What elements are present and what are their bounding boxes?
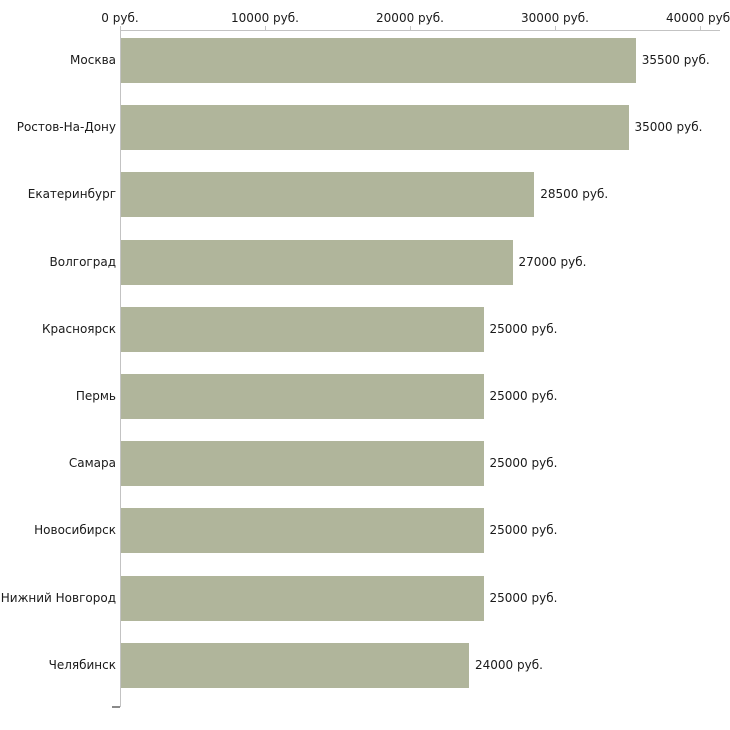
x-tick-mark xyxy=(265,26,266,30)
category-label: Новосибирск xyxy=(34,523,116,538)
x-tick-label: 20000 руб. xyxy=(376,11,444,25)
category-label: Нижний Новгород xyxy=(0,590,116,605)
x-tick-mark xyxy=(120,26,121,30)
value-label: 25000 руб. xyxy=(489,523,558,538)
category-label: Челябинск xyxy=(48,657,116,672)
value-label: 27000 руб. xyxy=(518,254,587,269)
category-label: Москва xyxy=(70,53,116,67)
bar-row: Красноярск 25000 руб. xyxy=(0,306,730,352)
y-axis-line xyxy=(120,30,121,707)
bar-row: Новосибирск 25000 руб. xyxy=(0,508,730,554)
bar-row: Екатеринбург 28500 руб. xyxy=(0,172,730,218)
x-tick-mark xyxy=(555,26,556,30)
x-tick-label: 0 руб. xyxy=(101,11,139,25)
bar xyxy=(121,575,484,621)
bar xyxy=(121,441,484,487)
bar xyxy=(121,374,484,419)
bar-row: Самара 25000 руб. xyxy=(0,441,730,487)
x-tick-label: 10000 руб. xyxy=(231,11,299,25)
value-label: 25000 руб. xyxy=(489,321,558,336)
bar-row: Москва 35500 руб. xyxy=(0,38,730,83)
x-tick-mark xyxy=(700,26,701,30)
value-label: 35000 руб. xyxy=(634,120,703,135)
bar xyxy=(121,105,629,151)
bar xyxy=(121,172,535,218)
category-label: Красноярск xyxy=(42,321,116,336)
bar xyxy=(121,642,469,688)
bar-row: Волгоград 27000 руб. xyxy=(0,239,730,285)
value-label: 24000 руб. xyxy=(475,657,543,672)
value-label: 28500 руб. xyxy=(540,187,609,202)
bar-row: Пермь 25000 руб. xyxy=(0,374,730,419)
x-axis-line xyxy=(120,30,720,31)
x-tick-label: 30000 руб. xyxy=(521,11,589,25)
x-tick-label: 40000 руб. xyxy=(666,11,730,25)
value-label: 25000 руб. xyxy=(489,389,558,403)
bar xyxy=(121,239,513,285)
category-label: Пермь xyxy=(75,389,116,403)
bar-row: Челябинск 24000 руб. xyxy=(0,642,730,688)
x-tick-mark xyxy=(410,26,411,30)
value-label: 25000 руб. xyxy=(489,456,558,471)
category-label: Екатеринбург xyxy=(27,187,116,202)
bar-row: Нижний Новгород 25000 руб. xyxy=(0,575,730,621)
value-label: 25000 руб. xyxy=(489,590,558,605)
category-label: Волгоград xyxy=(49,254,116,269)
bar xyxy=(121,508,484,554)
y-axis-end-tick xyxy=(112,706,120,708)
bar xyxy=(121,38,636,83)
value-label: 35500 руб. xyxy=(641,53,710,67)
category-label: Самара xyxy=(68,456,116,471)
bar xyxy=(121,306,484,352)
bar-row: Ростов-На-Дону 35000 руб. xyxy=(0,105,730,151)
category-label: Ростов-На-Дону xyxy=(16,120,116,135)
